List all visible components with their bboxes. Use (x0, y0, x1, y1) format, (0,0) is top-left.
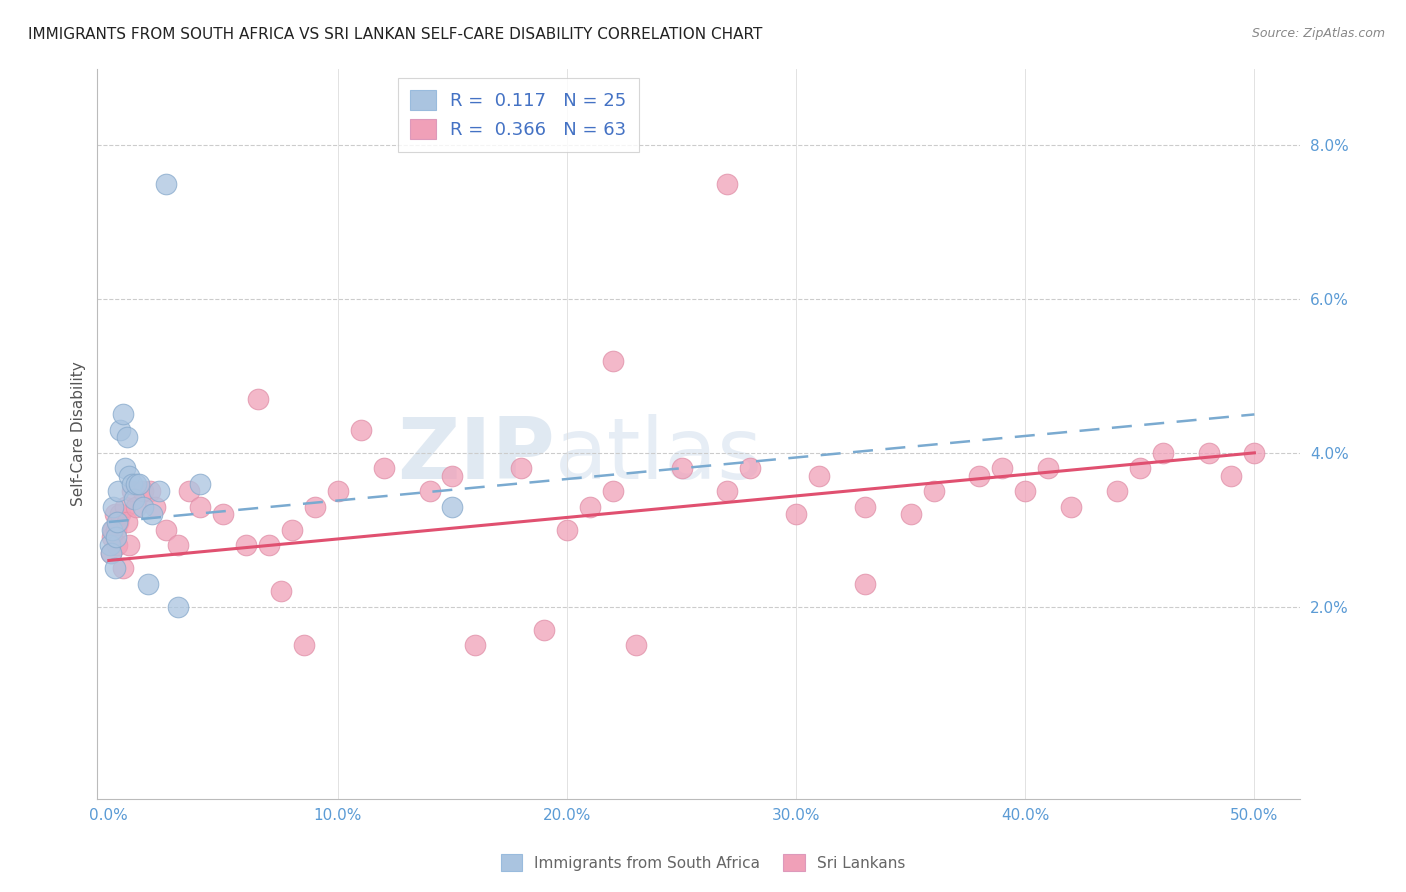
Point (104, 523, 127, 537)
Point (105, 538, 128, 552)
Point (107, 515, 129, 529)
Point (246, 392, 269, 406)
Point (98, 538, 121, 552)
Point (190, 500, 212, 514)
Point (991, 461, 1014, 475)
Point (1129, 461, 1152, 475)
Point (125, 476, 148, 491)
Point (103, 500, 125, 514)
Point (104, 530, 127, 544)
Text: ZIP: ZIP (396, 414, 554, 497)
Point (808, 469, 831, 483)
Legend: Immigrants from South Africa, Sri Lankans: Immigrants from South Africa, Sri Lankan… (492, 845, 914, 880)
Point (121, 476, 143, 491)
Point (155, 177, 177, 191)
Point (139, 484, 162, 499)
Point (1014, 484, 1036, 499)
Point (101, 523, 124, 537)
Point (602, 484, 624, 499)
Point (257, 538, 280, 552)
Point (555, 523, 578, 537)
Point (1060, 500, 1083, 514)
Point (100, 546, 122, 560)
Point (132, 500, 155, 514)
Point (1198, 446, 1220, 460)
Point (1105, 484, 1128, 499)
Point (441, 469, 464, 483)
Point (235, 538, 257, 552)
Point (110, 508, 132, 522)
Point (103, 523, 125, 537)
Legend: R =  0.117   N = 25, R =  0.366   N = 63: R = 0.117 N = 25, R = 0.366 N = 63 (398, 78, 638, 152)
Point (107, 484, 129, 499)
Point (114, 461, 136, 475)
Point (602, 353, 624, 368)
Point (132, 484, 155, 499)
Point (1038, 461, 1060, 475)
Point (143, 500, 166, 514)
Point (419, 484, 441, 499)
Point (115, 515, 138, 529)
Point (740, 461, 762, 475)
Point (118, 538, 141, 552)
Point (136, 576, 159, 591)
Point (270, 584, 292, 599)
Point (900, 508, 922, 522)
Point (853, 500, 876, 514)
Point (177, 484, 200, 499)
Text: Source: ZipAtlas.com: Source: ZipAtlas.com (1251, 27, 1385, 40)
Point (128, 476, 150, 491)
Text: atlas: atlas (554, 414, 762, 497)
Point (101, 530, 124, 544)
Point (441, 500, 464, 514)
Point (373, 461, 395, 475)
Point (969, 469, 991, 483)
Point (579, 500, 602, 514)
Point (155, 523, 177, 537)
Point (111, 408, 134, 422)
Point (212, 508, 235, 522)
Point (103, 508, 125, 522)
Point (922, 484, 945, 499)
Point (110, 423, 132, 437)
Point (115, 430, 138, 444)
Point (716, 484, 738, 499)
Y-axis label: Self-Care Disability: Self-Care Disability (72, 361, 86, 506)
Point (125, 500, 148, 514)
Point (141, 508, 163, 522)
Point (785, 508, 807, 522)
Point (292, 638, 315, 652)
Point (464, 638, 486, 652)
Point (1243, 446, 1265, 460)
Point (1152, 446, 1174, 460)
Point (304, 500, 326, 514)
Point (853, 576, 876, 591)
Point (326, 484, 349, 499)
Point (166, 599, 188, 614)
Point (114, 500, 136, 514)
Point (624, 638, 647, 652)
Point (122, 491, 145, 506)
Point (103, 561, 125, 575)
Point (121, 484, 143, 499)
Point (510, 461, 533, 475)
Point (118, 469, 141, 483)
Point (148, 484, 170, 499)
Point (111, 561, 134, 575)
Point (533, 623, 555, 637)
Point (350, 423, 373, 437)
Point (105, 515, 128, 529)
Point (100, 546, 122, 560)
Point (166, 538, 188, 552)
Point (1220, 469, 1243, 483)
Text: IMMIGRANTS FROM SOUTH AFRICA VS SRI LANKAN SELF-CARE DISABILITY CORRELATION CHAR: IMMIGRANTS FROM SOUTH AFRICA VS SRI LANK… (28, 27, 762, 42)
Point (281, 523, 304, 537)
Point (671, 461, 693, 475)
Point (190, 476, 212, 491)
Point (716, 177, 738, 191)
